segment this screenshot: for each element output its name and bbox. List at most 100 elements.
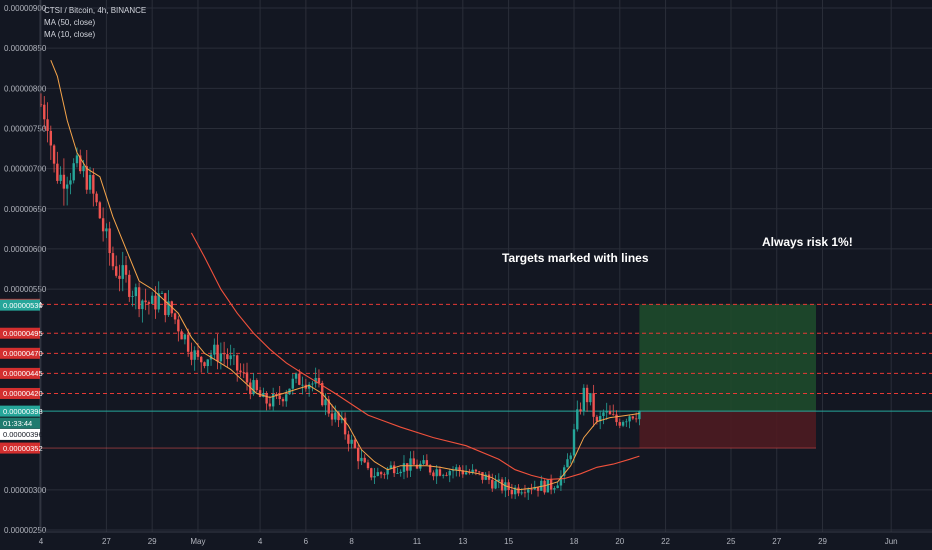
candle-body	[307, 384, 311, 389]
candle-body	[608, 411, 612, 415]
candle-body	[406, 463, 409, 471]
candle-body	[291, 378, 294, 389]
x-tick-label: 29	[818, 537, 827, 546]
candle-body	[366, 462, 370, 469]
price-axis[interactable]: 0.00000900 0.00000850 0.00000800 0.00000750…	[0, 0, 47, 535]
candle-body	[222, 353, 226, 355]
candle-body	[402, 463, 406, 472]
grid	[40, 0, 932, 532]
candle-body	[62, 174, 66, 189]
candle-body	[432, 472, 435, 477]
candle-body	[559, 475, 563, 486]
candle-body	[386, 468, 389, 475]
price-tag-target	[0, 387, 40, 399]
candle-body	[634, 418, 638, 420]
y-tick-label: 0.00000750	[4, 124, 47, 133]
candle-body	[585, 387, 589, 403]
candle-body	[134, 287, 138, 297]
candle-body	[115, 266, 118, 276]
x-tick-label: 11	[413, 537, 422, 546]
y-tick-label: 0.00000800	[4, 84, 47, 93]
candle-body	[363, 457, 366, 463]
y-tick-label: 0.00000900	[4, 4, 47, 13]
candle-body	[46, 119, 49, 131]
x-tick-label: 27	[772, 537, 781, 546]
x-tick-label: 6	[304, 537, 309, 546]
candle-body	[85, 166, 88, 190]
candle-body	[72, 163, 75, 181]
candle-body	[79, 155, 82, 172]
candle-body	[177, 319, 180, 332]
candle-body	[360, 457, 363, 462]
y-tick-label: 0.00000850	[4, 44, 47, 53]
candle-body	[137, 287, 141, 310]
time-axis[interactable]: 4 27 29 May 4 6 8 11 13 15 18 20 22 25 27 29 Jun	[39, 531, 932, 546]
candle-body	[252, 380, 255, 395]
candle-body	[576, 409, 579, 430]
y-tick-label: 0.00000250	[4, 526, 47, 535]
indicator-ma10-label[interactable]: MA (10, close)	[44, 30, 95, 39]
candle-body	[285, 394, 288, 402]
candle-body	[595, 416, 599, 422]
candle-body	[118, 275, 121, 279]
targets-annotation[interactable]: Targets marked with lines	[502, 251, 649, 265]
candle-body	[445, 474, 448, 476]
candle-body	[566, 459, 569, 468]
candle-body	[180, 331, 183, 340]
candle-body	[379, 472, 383, 475]
candle-body	[343, 417, 347, 435]
candle-body	[144, 300, 147, 303]
x-tick-label: 8	[349, 537, 354, 546]
candle-body	[75, 155, 79, 164]
candle-body	[618, 422, 621, 426]
candle-body	[281, 399, 285, 402]
candle-body	[458, 467, 461, 471]
candle-body	[605, 411, 608, 413]
price-tag-up	[0, 299, 40, 311]
candle-body	[428, 465, 432, 473]
candle-body	[540, 480, 543, 491]
candle-body	[337, 412, 340, 421]
candle-body	[98, 202, 102, 219]
candle-body	[461, 470, 465, 475]
candle-body	[477, 471, 481, 473]
candle-body	[193, 350, 196, 360]
y-tick-label: 0.00000600	[4, 245, 47, 254]
candle-body	[628, 416, 631, 422]
price-tag-label: 0.00000396	[3, 430, 43, 439]
candle-body	[311, 383, 314, 385]
price-tag-countdown	[0, 417, 40, 429]
candle-body	[167, 301, 170, 316]
candle-body	[350, 439, 353, 444]
price-tag-target	[0, 347, 40, 359]
candle-body	[219, 353, 223, 362]
candle-body	[52, 145, 56, 164]
candle-body	[383, 474, 386, 476]
candle-body	[572, 429, 576, 456]
price-tag-stop	[0, 442, 40, 454]
candle-body	[334, 412, 337, 420]
candle-body	[206, 359, 209, 367]
candle-body	[527, 489, 530, 493]
candle-body	[615, 414, 618, 423]
candle-body	[340, 417, 344, 421]
candle-body	[196, 350, 200, 357]
x-tick-label: 29	[148, 537, 157, 546]
risk-annotation[interactable]: Always risk 1%!	[762, 235, 853, 249]
price-tag-label: 0.00000470	[3, 349, 43, 358]
price-tag-label: 0.00000420	[3, 389, 43, 398]
indicator-ma50-label[interactable]: MA (50, close)	[44, 18, 95, 27]
price-tag-label: 0.00000530	[3, 301, 43, 310]
candle-body	[128, 274, 131, 297]
moving-averages	[50, 60, 640, 491]
candle-body	[108, 228, 111, 254]
x-tick-label: Jun	[885, 537, 898, 546]
candle-body	[265, 393, 268, 404]
candle-body	[513, 487, 517, 495]
x-tick-label: 27	[102, 537, 111, 546]
candle-body	[484, 474, 487, 480]
symbol-title[interactable]: CTSI / Bitcoin, 4h, BINANCE	[44, 6, 146, 15]
candle-body	[157, 293, 160, 310]
position-zone[interactable]	[639, 304, 816, 449]
